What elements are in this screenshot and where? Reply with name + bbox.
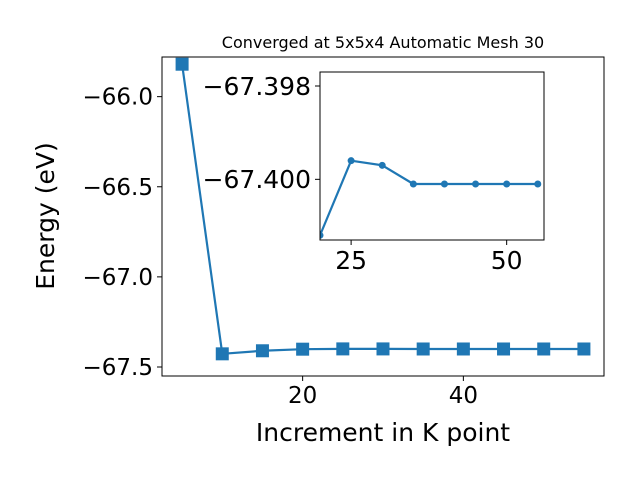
main-data-point: [376, 342, 390, 356]
inset-x-ticks: 25 50: [335, 240, 523, 275]
inset-data-point: [320, 231, 324, 239]
main-y-tick-label: −67.0: [83, 265, 153, 291]
inset-data-point: [409, 180, 417, 188]
inset-x-tick-label: 25: [335, 246, 367, 275]
inset-x-tick-label: 50: [491, 246, 523, 275]
inset-data-point: [472, 180, 480, 188]
inset-plot-frame: [319, 71, 545, 241]
inset-background: [320, 72, 544, 240]
main-y-tick-label: −66.0: [83, 85, 153, 111]
inset-data-point: [440, 180, 448, 188]
main-y-tick-label: −67.5: [83, 355, 153, 381]
x-axis-label: Increment in K point: [256, 418, 510, 447]
main-series: [175, 57, 591, 361]
main-data-point: [215, 347, 229, 361]
main-x-tick-label: 40: [449, 383, 478, 409]
main-data-point: [456, 342, 470, 356]
inset-data-point: [534, 180, 542, 188]
inset-y-tick-label: −67.398: [203, 72, 311, 101]
inset-y-ticks: −67.400 −67.398: [203, 72, 320, 194]
main-x-ticks: 20 40: [288, 376, 478, 409]
main-data-point: [537, 342, 551, 356]
main-data-point: [175, 57, 189, 71]
inset-axes: 25 50 −67.400 −67.398: [203, 71, 545, 275]
main-axes: 20 40 −67.5−67.0−66.5−66.0 Converged at 5…: [31, 33, 605, 447]
main-x-tick-label: 20: [288, 383, 317, 409]
main-data-point: [497, 342, 511, 356]
main-data-point: [255, 344, 269, 358]
main-data-point: [577, 342, 591, 356]
inset-series-line: [320, 159, 538, 236]
inset-series: [320, 157, 542, 239]
main-plot-frame: [161, 56, 605, 377]
inset-data-point: [503, 180, 511, 188]
inset-data-point: [347, 157, 355, 165]
inset-data-point: [378, 161, 386, 169]
main-data-point: [296, 342, 310, 356]
y-axis-label: Energy (eV): [31, 142, 60, 289]
main-data-point: [416, 342, 430, 356]
main-y-ticks: −67.5 −67.0 −66.5 −66.0: [83, 85, 162, 381]
inset-y-tick-label: −67.400: [203, 165, 311, 194]
main-data-point: [336, 342, 350, 356]
chart-title: Converged at 5x5x4 Automatic Mesh 30: [222, 33, 544, 52]
main-y-tick-label: −66.5: [83, 175, 153, 201]
